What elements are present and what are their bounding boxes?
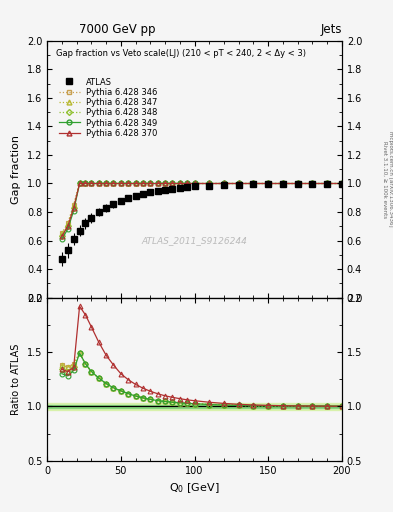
Text: 7000 GeV pp: 7000 GeV pp [79, 23, 155, 36]
Legend: ATLAS, Pythia 6.428 346, Pythia 6.428 347, Pythia 6.428 348, Pythia 6.428 349, P: ATLAS, Pythia 6.428 346, Pythia 6.428 34… [57, 76, 160, 139]
X-axis label: Q$_0$ [GeV]: Q$_0$ [GeV] [169, 481, 220, 495]
Text: Gap fraction vs Veto scale(LJ) (210 < pT < 240, 2 < Δy < 3): Gap fraction vs Veto scale(LJ) (210 < pT… [56, 49, 306, 58]
Text: Rivet 3.1.10, ≥ 100k events: Rivet 3.1.10, ≥ 100k events [382, 141, 387, 218]
Text: mcplots.cern.ch [arXiv:1306.3436]: mcplots.cern.ch [arXiv:1306.3436] [388, 132, 393, 227]
Y-axis label: Gap fraction: Gap fraction [11, 135, 21, 204]
Y-axis label: Ratio to ATLAS: Ratio to ATLAS [11, 344, 21, 415]
Text: Jets: Jets [320, 23, 342, 36]
Text: ATLAS_2011_S9126244: ATLAS_2011_S9126244 [141, 237, 248, 246]
